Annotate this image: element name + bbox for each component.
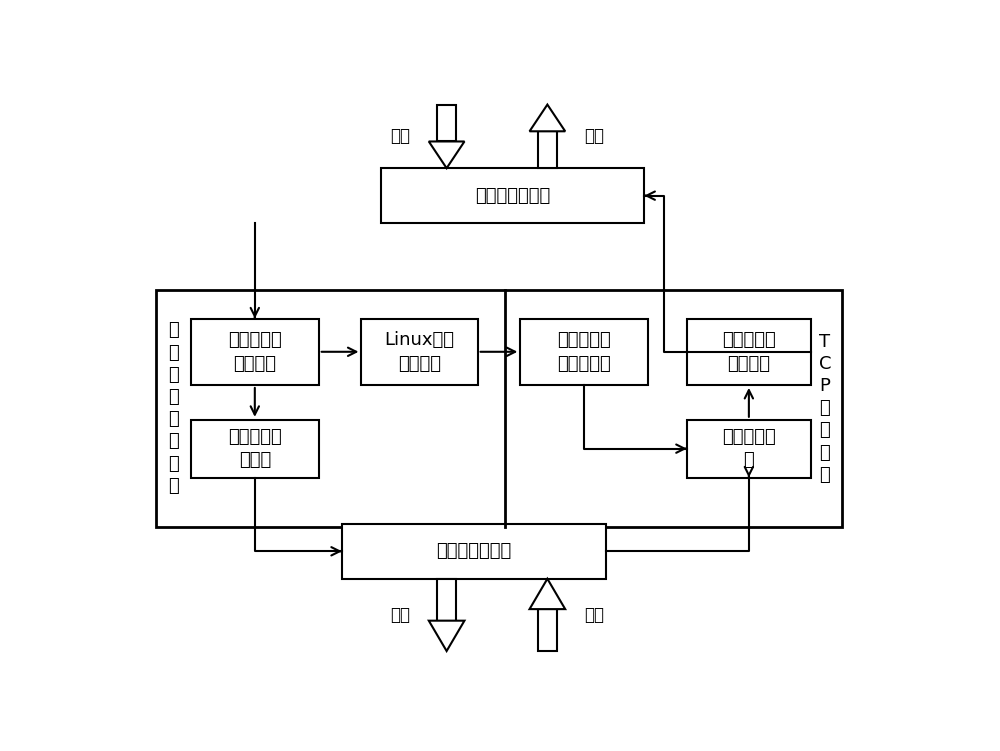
Text: 客户端数据
发送单元: 客户端数据 发送单元 <box>722 331 776 372</box>
Bar <box>538 131 557 168</box>
Bar <box>191 420 319 478</box>
Polygon shape <box>530 579 565 609</box>
Bar <box>520 318 648 385</box>
Text: 网
络
代
理
服
务
模
块: 网 络 代 理 服 务 模 块 <box>168 321 178 495</box>
Text: 粘合处理单
元: 粘合处理单 元 <box>722 428 776 469</box>
Bar <box>361 318 478 385</box>
Bar <box>342 524 606 579</box>
Text: T
C
P
粘
合
模
块: T C P 粘 合 模 块 <box>819 333 831 484</box>
Text: 客户端通信模块: 客户端通信模块 <box>475 187 550 205</box>
Polygon shape <box>429 141 464 168</box>
Text: 实时系统通
信接口单元: 实时系统通 信接口单元 <box>557 331 611 372</box>
Bar <box>381 168 644 223</box>
Bar <box>687 420 811 478</box>
Bar <box>437 104 456 141</box>
Text: 请求: 请求 <box>390 606 410 624</box>
Text: 负载均衡处
理单元: 负载均衡处 理单元 <box>228 428 282 469</box>
Polygon shape <box>429 620 464 651</box>
Bar <box>538 609 557 651</box>
Bar <box>191 318 319 385</box>
Text: 服务端通信模块: 服务端通信模块 <box>436 542 511 560</box>
Text: 响应: 响应 <box>584 128 604 146</box>
Text: 响应: 响应 <box>584 606 604 624</box>
Bar <box>437 579 456 620</box>
Text: 客户端数据
接收单元: 客户端数据 接收单元 <box>228 331 282 372</box>
Polygon shape <box>530 104 565 131</box>
Text: Linux通信
接口单元: Linux通信 接口单元 <box>384 331 454 372</box>
Bar <box>687 318 811 385</box>
Text: 请求: 请求 <box>390 128 410 146</box>
Bar <box>156 290 842 526</box>
